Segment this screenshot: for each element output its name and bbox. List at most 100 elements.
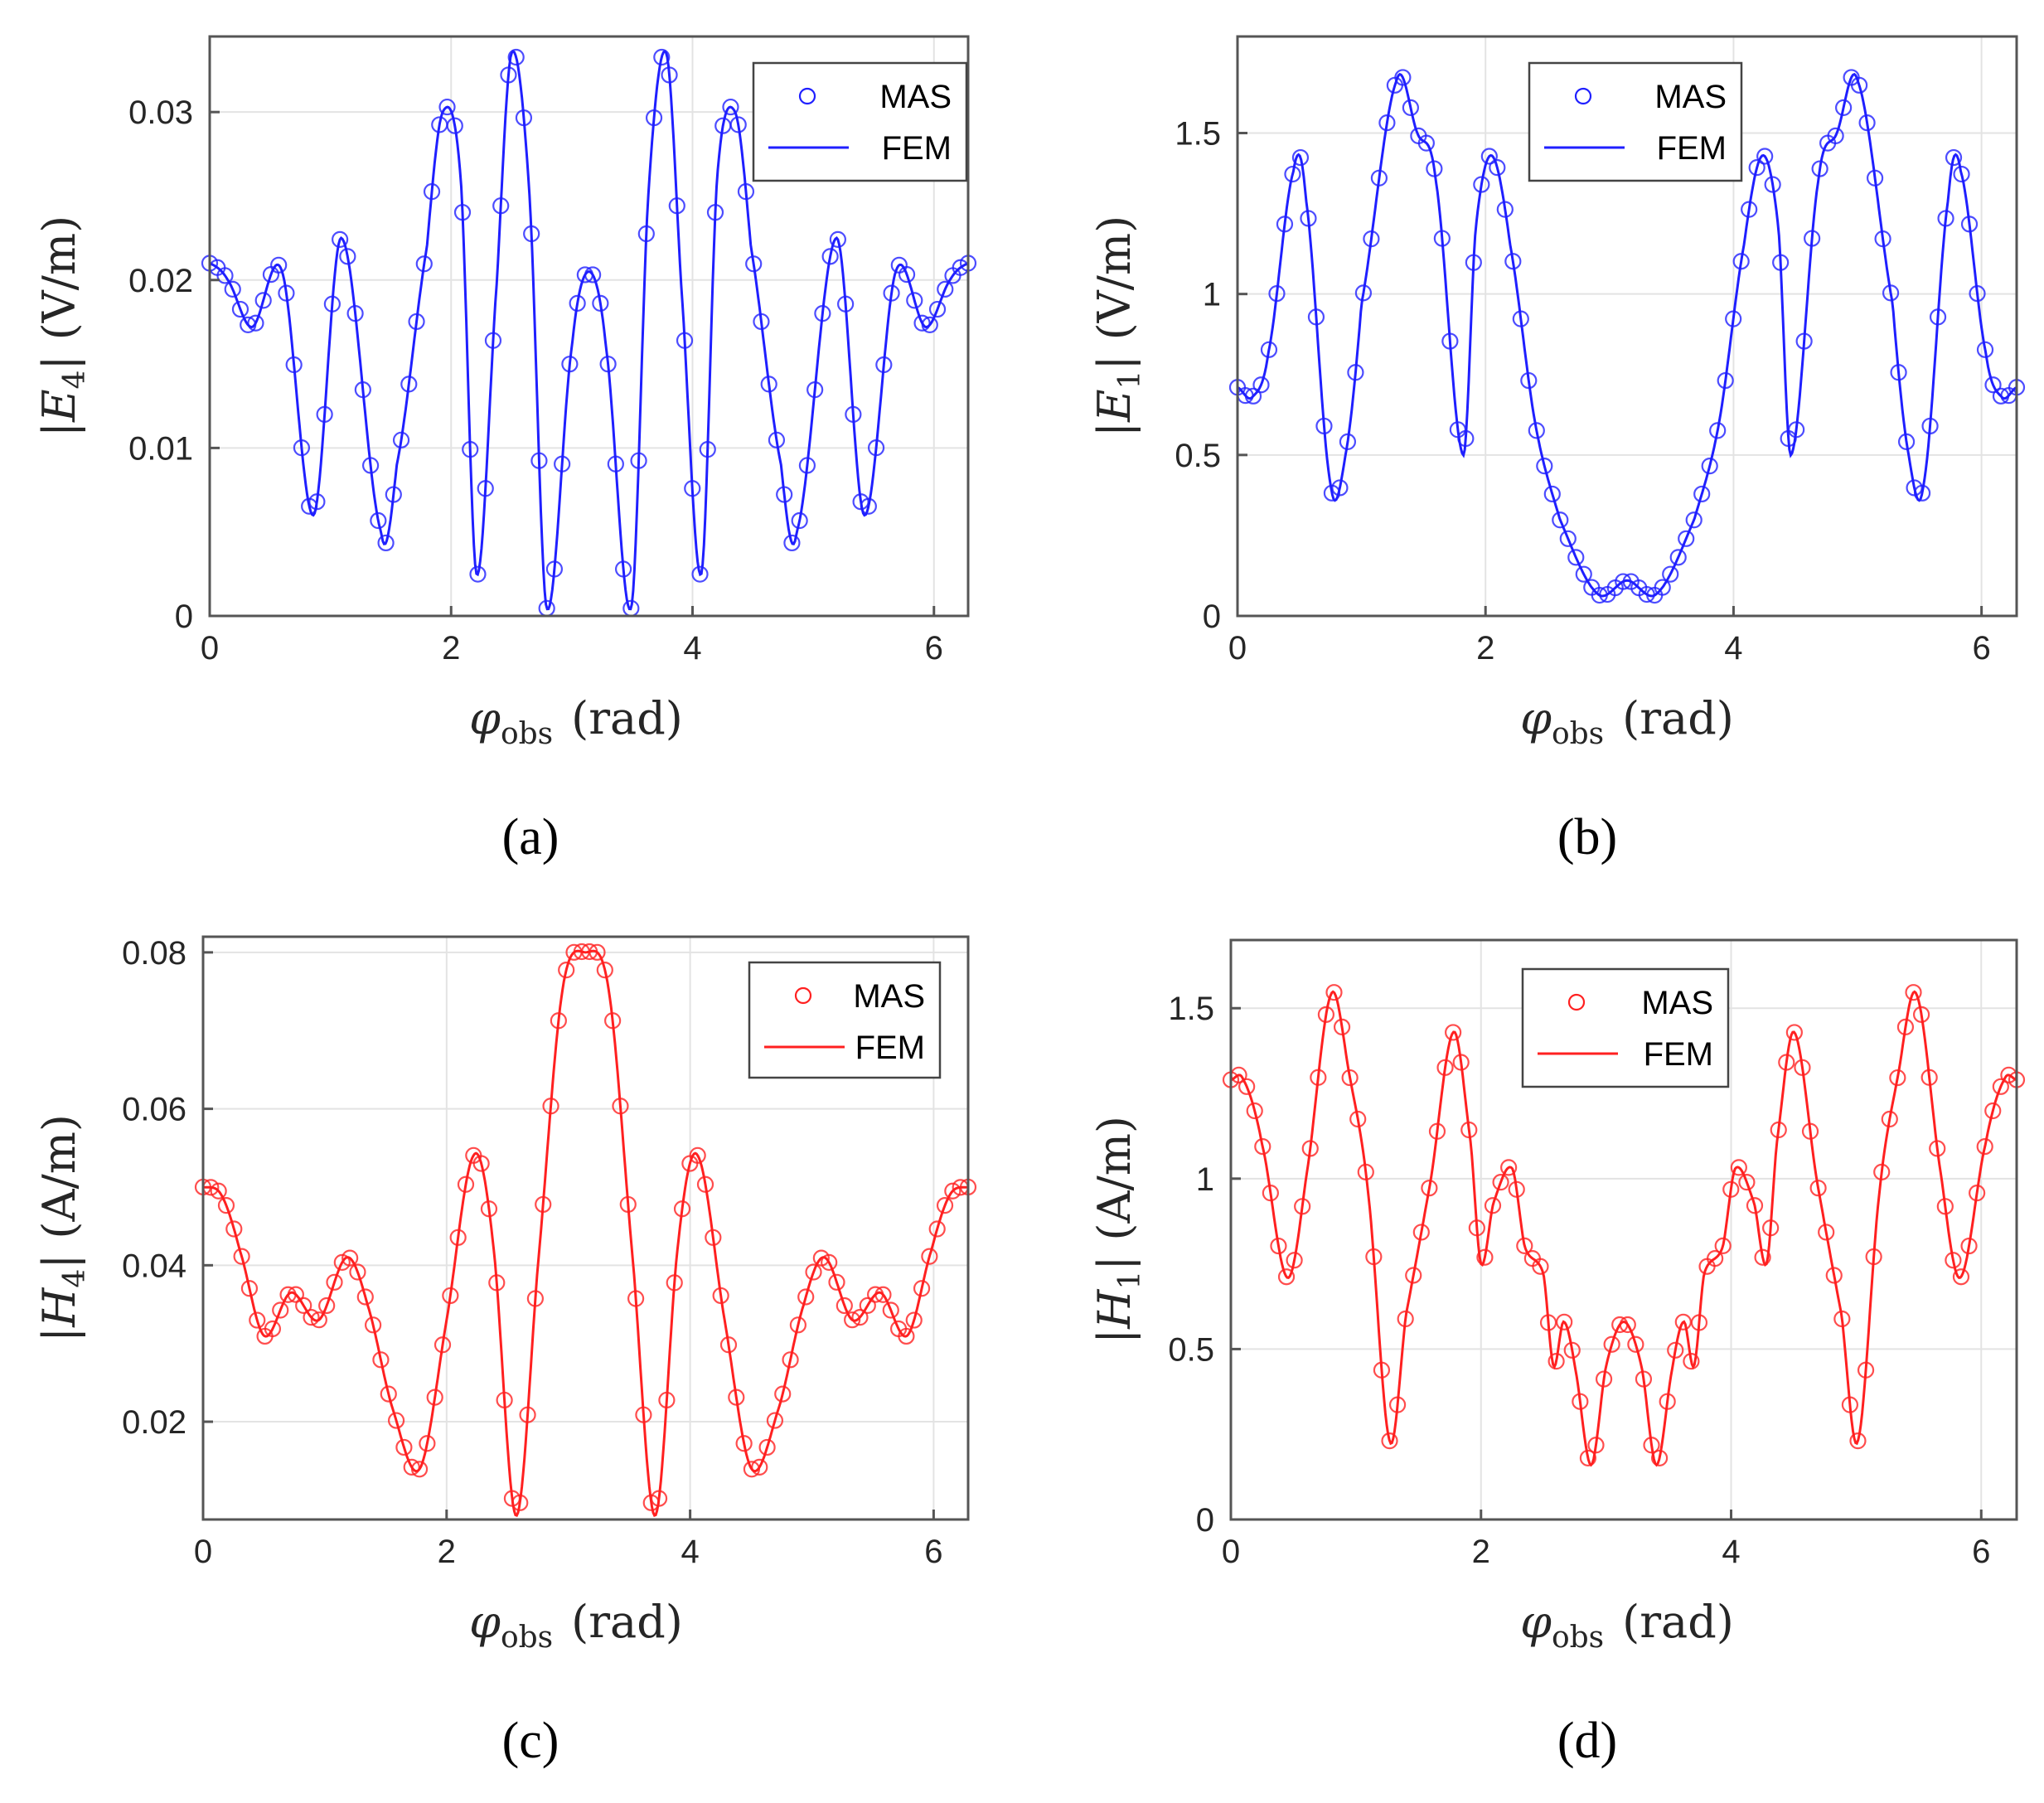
mas-marker: [791, 511, 808, 530]
mas-marker: [542, 1098, 559, 1115]
mas-marker: [913, 314, 931, 332]
mas-marker: [774, 1385, 792, 1403]
mas-marker: [240, 1280, 259, 1297]
mas-marker: [758, 1438, 776, 1456]
mas-marker: [1412, 1224, 1430, 1241]
mas-marker: [554, 455, 571, 473]
y-label-bar: |: [1088, 355, 1141, 370]
x-tick-label: 0: [201, 630, 219, 666]
mas-marker: [1659, 1393, 1676, 1410]
mas-marker: [745, 255, 763, 273]
mas-marker: [1717, 371, 1734, 390]
mas-marker: [658, 1391, 676, 1409]
mas-marker: [1693, 485, 1711, 503]
mas-marker: [1349, 1110, 1367, 1128]
legend: MAS FEM: [752, 61, 968, 182]
mas-marker: [1849, 1432, 1867, 1450]
mas-marker: [1882, 284, 1900, 302]
mas-marker: [1611, 1316, 1629, 1334]
mas-marker: [361, 457, 380, 474]
mas-marker: [1992, 1078, 2009, 1095]
mas-marker: [735, 1435, 753, 1452]
mas-marker: [1512, 310, 1529, 327]
mas-marker: [630, 452, 647, 469]
mas-marker: [339, 248, 356, 265]
mas-marker: [346, 305, 364, 322]
mas-marker: [614, 560, 632, 578]
mas-marker: [814, 305, 831, 322]
mas-marker: [1969, 284, 1986, 303]
mas-marker: [837, 295, 855, 313]
mas-marker: [661, 66, 678, 84]
x-label-unit: (rad): [1622, 692, 1734, 744]
mas-marker: [484, 332, 502, 349]
mas-marker: [760, 376, 777, 393]
mas-marker: [247, 314, 264, 332]
y-label-bar: |: [1088, 1256, 1141, 1271]
x-label-sub: obs: [501, 1621, 553, 1655]
mas-marker: [883, 284, 900, 302]
mas-marker: [1662, 565, 1679, 583]
mas-marker: [776, 486, 793, 503]
mas-marker: [1333, 1018, 1351, 1036]
mas-marker: [264, 1320, 282, 1338]
mas-marker: [1992, 387, 2010, 405]
mas-marker: [326, 1273, 343, 1291]
mas-marker: [1669, 549, 1687, 566]
mas-marker: [438, 98, 456, 116]
mas-marker: [1539, 1314, 1557, 1331]
mas-marker: [442, 1287, 459, 1305]
mas-marker: [1858, 114, 1876, 132]
mas-marker: [1341, 1069, 1359, 1087]
mas-marker: [270, 256, 288, 274]
mas-marker: [882, 1301, 899, 1319]
mas-marker: [1294, 1198, 1311, 1215]
mas-marker: [1445, 1024, 1462, 1041]
mas-marker: [507, 48, 525, 66]
mas-marker: [699, 441, 716, 458]
mas-marker: [1504, 253, 1522, 270]
mas-marker: [673, 1200, 691, 1218]
y-label-bar: |: [1088, 1329, 1141, 1344]
legend-label-fem: FEM: [1657, 130, 1727, 167]
mas-marker: [1365, 1248, 1383, 1266]
mas-marker: [1795, 332, 1813, 350]
mas-marker: [1331, 479, 1349, 497]
mas-marker: [599, 356, 617, 373]
legend: MAS FEM: [1521, 967, 1730, 1088]
mas-marker: [1952, 1268, 1970, 1286]
legend-label-mas: MAS: [1641, 985, 1713, 1021]
x-axis-label: φobs (rad): [469, 1596, 683, 1655]
x-label-sub: obs: [1552, 1621, 1604, 1655]
x-tick-label: 0: [1222, 1534, 1240, 1570]
mas-marker: [737, 183, 755, 201]
mas-marker: [1835, 99, 1853, 116]
mas-marker: [1476, 1248, 1494, 1266]
mas-marker: [1354, 284, 1373, 302]
mas-marker: [604, 1012, 622, 1030]
y-label-sub: 1: [1113, 1271, 1147, 1290]
mas-marker: [1262, 1185, 1279, 1202]
x-tick-label: 4: [683, 630, 701, 666]
x-tick-label: 2: [442, 630, 460, 666]
mas-marker: [722, 98, 739, 116]
mas-marker: [1762, 1219, 1780, 1237]
mas-marker: [1473, 176, 1490, 193]
mas-marker: [706, 204, 724, 221]
x-tick-label: 4: [1722, 1534, 1740, 1570]
y-tick-label: 0: [1196, 1502, 1214, 1539]
mas-marker: [898, 1327, 915, 1345]
mas-marker: [1865, 1248, 1882, 1266]
mas-marker: [828, 1273, 845, 1291]
mas-marker: [515, 109, 533, 127]
x-tick-label: 4: [1724, 630, 1742, 666]
mas-marker: [1441, 332, 1459, 350]
mas-marker: [1654, 579, 1671, 596]
mas-marker: [753, 313, 770, 331]
mas-marker: [1552, 511, 1569, 529]
mas-marker: [1457, 429, 1475, 448]
mas-marker: [1484, 1197, 1502, 1214]
mas-marker: [488, 1274, 506, 1292]
